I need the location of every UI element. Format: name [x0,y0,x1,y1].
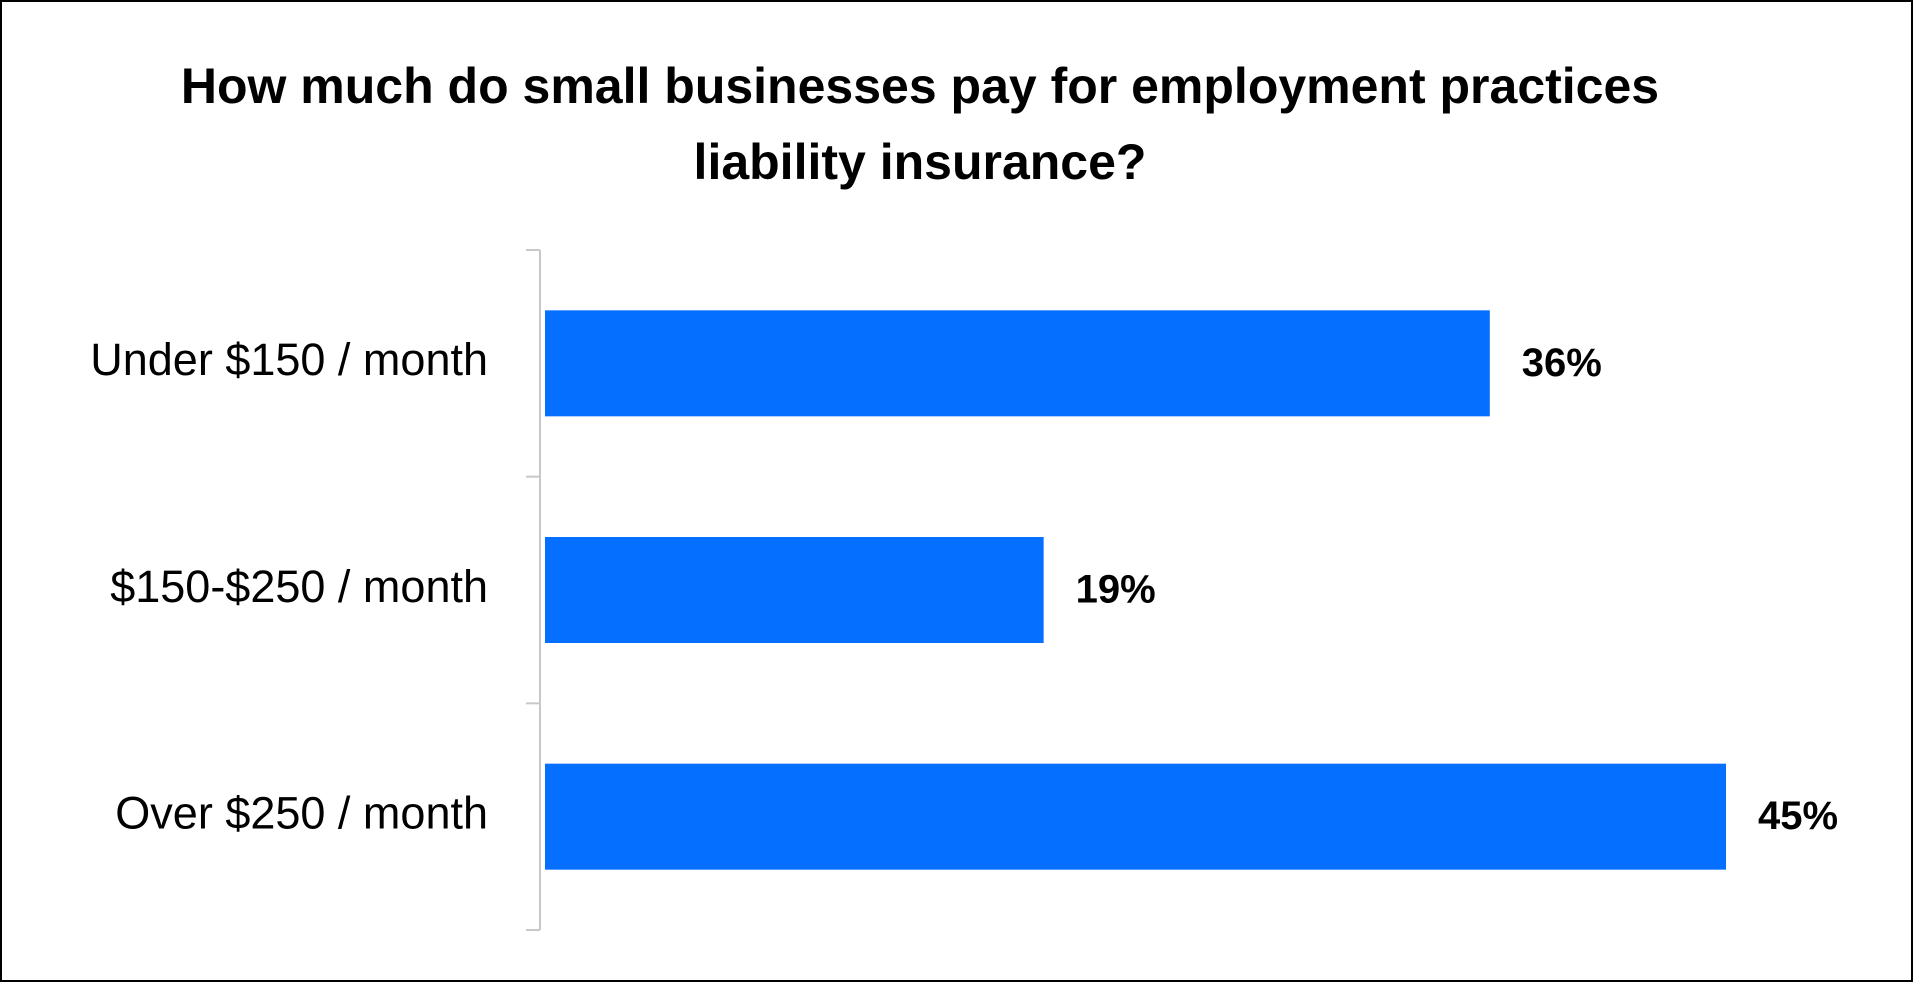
bar [545,310,1490,417]
value-label: 19% [1076,568,1156,612]
bar [545,537,1044,643]
category-label: $150-$250 / month [110,561,488,612]
bar [545,763,1726,870]
value-label: 36% [1522,341,1602,385]
value-label: 45% [1758,794,1838,838]
category-label: Over $250 / month [115,788,488,839]
chart-title: How much do small businesses pay for emp… [180,58,1660,190]
category-label: Under $150 / month [90,334,488,385]
